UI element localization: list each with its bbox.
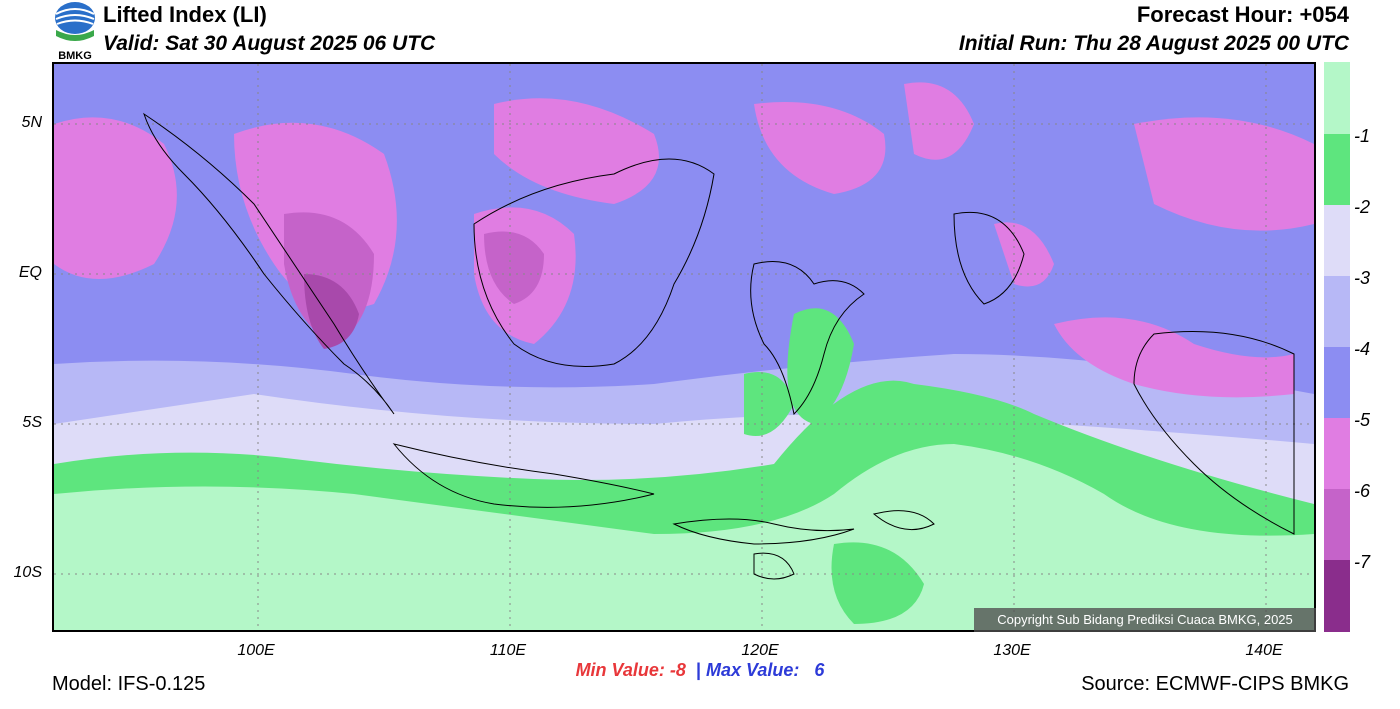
colorbar xyxy=(1324,62,1350,632)
colorbar-bin xyxy=(1324,205,1350,276)
forecast-hour: Forecast Hour: +054 xyxy=(1136,2,1349,27)
lon-label-140e: 140E xyxy=(1245,642,1283,659)
model-name: Model: IFS-0.125 xyxy=(52,673,206,695)
colorbar-bin xyxy=(1324,418,1350,489)
lon-label-130e: 130E xyxy=(993,642,1031,659)
lon-label-110e: 110E xyxy=(489,642,527,659)
colorbar-label: -2 xyxy=(1354,197,1371,217)
lat-label-5n: 5N xyxy=(21,114,42,131)
copyright-notice: Copyright Sub Bidang Prediksi Cuaca BMKG… xyxy=(974,608,1316,632)
lat-label-eq: EQ xyxy=(18,264,42,281)
logo-text: BMKG xyxy=(58,50,92,62)
li-map xyxy=(52,62,1316,632)
lat-label-10s: 10S xyxy=(13,564,42,581)
colorbar-bin xyxy=(1324,489,1350,560)
colorbar-label: -5 xyxy=(1354,410,1371,430)
min-value: -8 xyxy=(669,660,686,680)
colorbar-label: -1 xyxy=(1354,126,1371,146)
colorbar-bin xyxy=(1324,347,1350,418)
colorbar-bin xyxy=(1324,134,1350,205)
colorbar-bin xyxy=(1324,560,1350,632)
max-label: Max Value: xyxy=(706,660,800,680)
data-source: Source: ECMWF-CIPS BMKG xyxy=(1081,673,1349,695)
lon-label-120e: 120E xyxy=(741,642,779,659)
lon-label-100e: 100E xyxy=(237,642,275,659)
colorbar-bin xyxy=(1324,62,1350,134)
max-value: 6 xyxy=(814,660,825,680)
initial-run: Initial Run: Thu 28 August 2025 00 UTC xyxy=(958,32,1349,55)
colorbar-label: -4 xyxy=(1354,339,1371,359)
min-label: Min Value: xyxy=(575,660,665,680)
min-max-values: Min Value: -8 | Max Value: 6 xyxy=(0,660,1400,681)
lat-label-5s: 5S xyxy=(22,414,42,431)
colorbar-bin xyxy=(1324,276,1350,347)
colorbar-label: -3 xyxy=(1354,268,1371,288)
colorbar-label: -7 xyxy=(1354,552,1371,572)
bmkg-logo: BMKG xyxy=(52,0,98,62)
map-title: Lifted Index (LI) xyxy=(103,2,267,27)
colorbar-label: -6 xyxy=(1354,481,1371,501)
min-max-separator: | xyxy=(695,660,701,680)
valid-time: Valid: Sat 30 August 2025 06 UTC xyxy=(103,32,436,55)
